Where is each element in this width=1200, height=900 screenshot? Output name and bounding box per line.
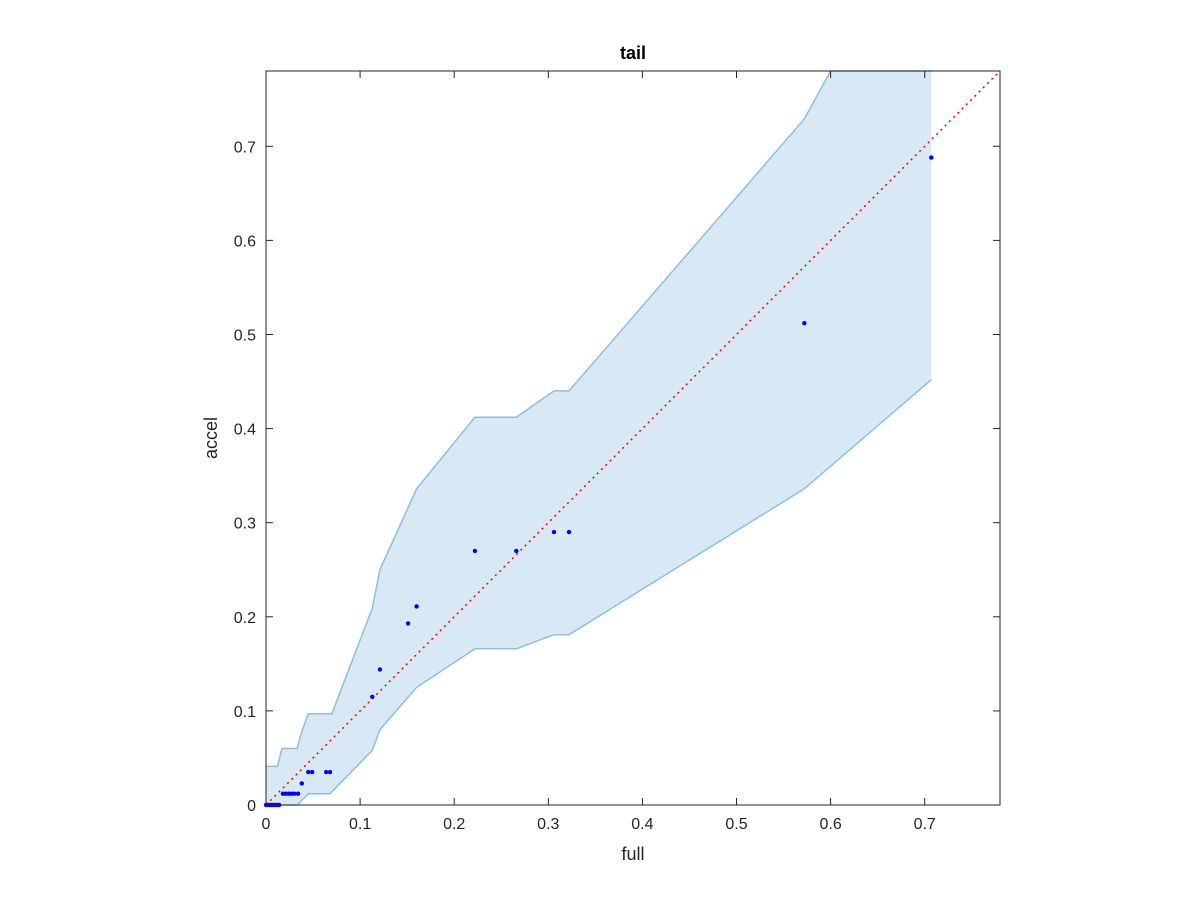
y-tick-label-1: 0.1: [234, 704, 256, 721]
data-point-27: [802, 321, 807, 326]
data-point-17: [324, 769, 329, 775]
x-axis-ticks: 0 0.1 0.2 0.3 0.4 0.5 0.6 0.7: [262, 71, 936, 833]
y-tick-label-4: 0.4: [234, 422, 256, 439]
chart-title: tail: [620, 43, 646, 63]
data-point-16: [309, 769, 315, 775]
x-tick-label-4: 0.4: [631, 816, 653, 833]
data-point-18: [327, 769, 333, 775]
y-axis-label: accel: [201, 417, 221, 459]
y-tick-label-7: 0.7: [234, 139, 256, 156]
data-point-23: [472, 548, 478, 554]
data-point-24: [514, 548, 519, 554]
data-point-15: [306, 769, 311, 775]
x-tick-label-0: 0: [262, 816, 271, 833]
x-tick-label-3: 0.3: [537, 816, 559, 833]
data-point-22: [414, 604, 419, 609]
plot-area: [263, 70, 1001, 808]
y-tick-label-5: 0.5: [234, 327, 256, 344]
data-point-25: [551, 529, 557, 535]
band-lower-edge: [266, 379, 932, 806]
y-axis-ticks: 0 0.1 0.2 0.3 0.4 0.5 0.6 0.7: [234, 139, 1000, 815]
data-point-19: [370, 694, 375, 699]
x-tick-label-7: 0.7: [914, 816, 936, 833]
reference-line: [265, 70, 1001, 806]
y-tick-label-2: 0.2: [234, 610, 256, 627]
x-axis-label: full: [621, 844, 644, 864]
axes-box: [265, 70, 1001, 806]
data-point-13: [295, 791, 301, 796]
x-tick-label-5: 0.5: [725, 816, 747, 833]
data-point-20: [377, 667, 383, 672]
data-point-12: [292, 791, 297, 796]
data-point-14: [299, 781, 304, 786]
confidence-band: [266, 70, 932, 806]
y-tick-label-6: 0.6: [234, 233, 256, 250]
band-fill: [266, 71, 932, 805]
data-point-21: [405, 621, 411, 626]
y-tick-label-0: 0: [247, 798, 256, 815]
data-point-26: [566, 529, 572, 535]
x-tick-label-6: 0.6: [819, 816, 841, 833]
band-upper-edge: [266, 70, 932, 768]
identity-reference-line: [265, 70, 1001, 806]
y-tick-label-3: 0.3: [234, 516, 256, 533]
data-point-28: [929, 155, 934, 160]
x-tick-label-1: 0.1: [349, 816, 371, 833]
x-tick-label-2: 0.2: [443, 816, 465, 833]
